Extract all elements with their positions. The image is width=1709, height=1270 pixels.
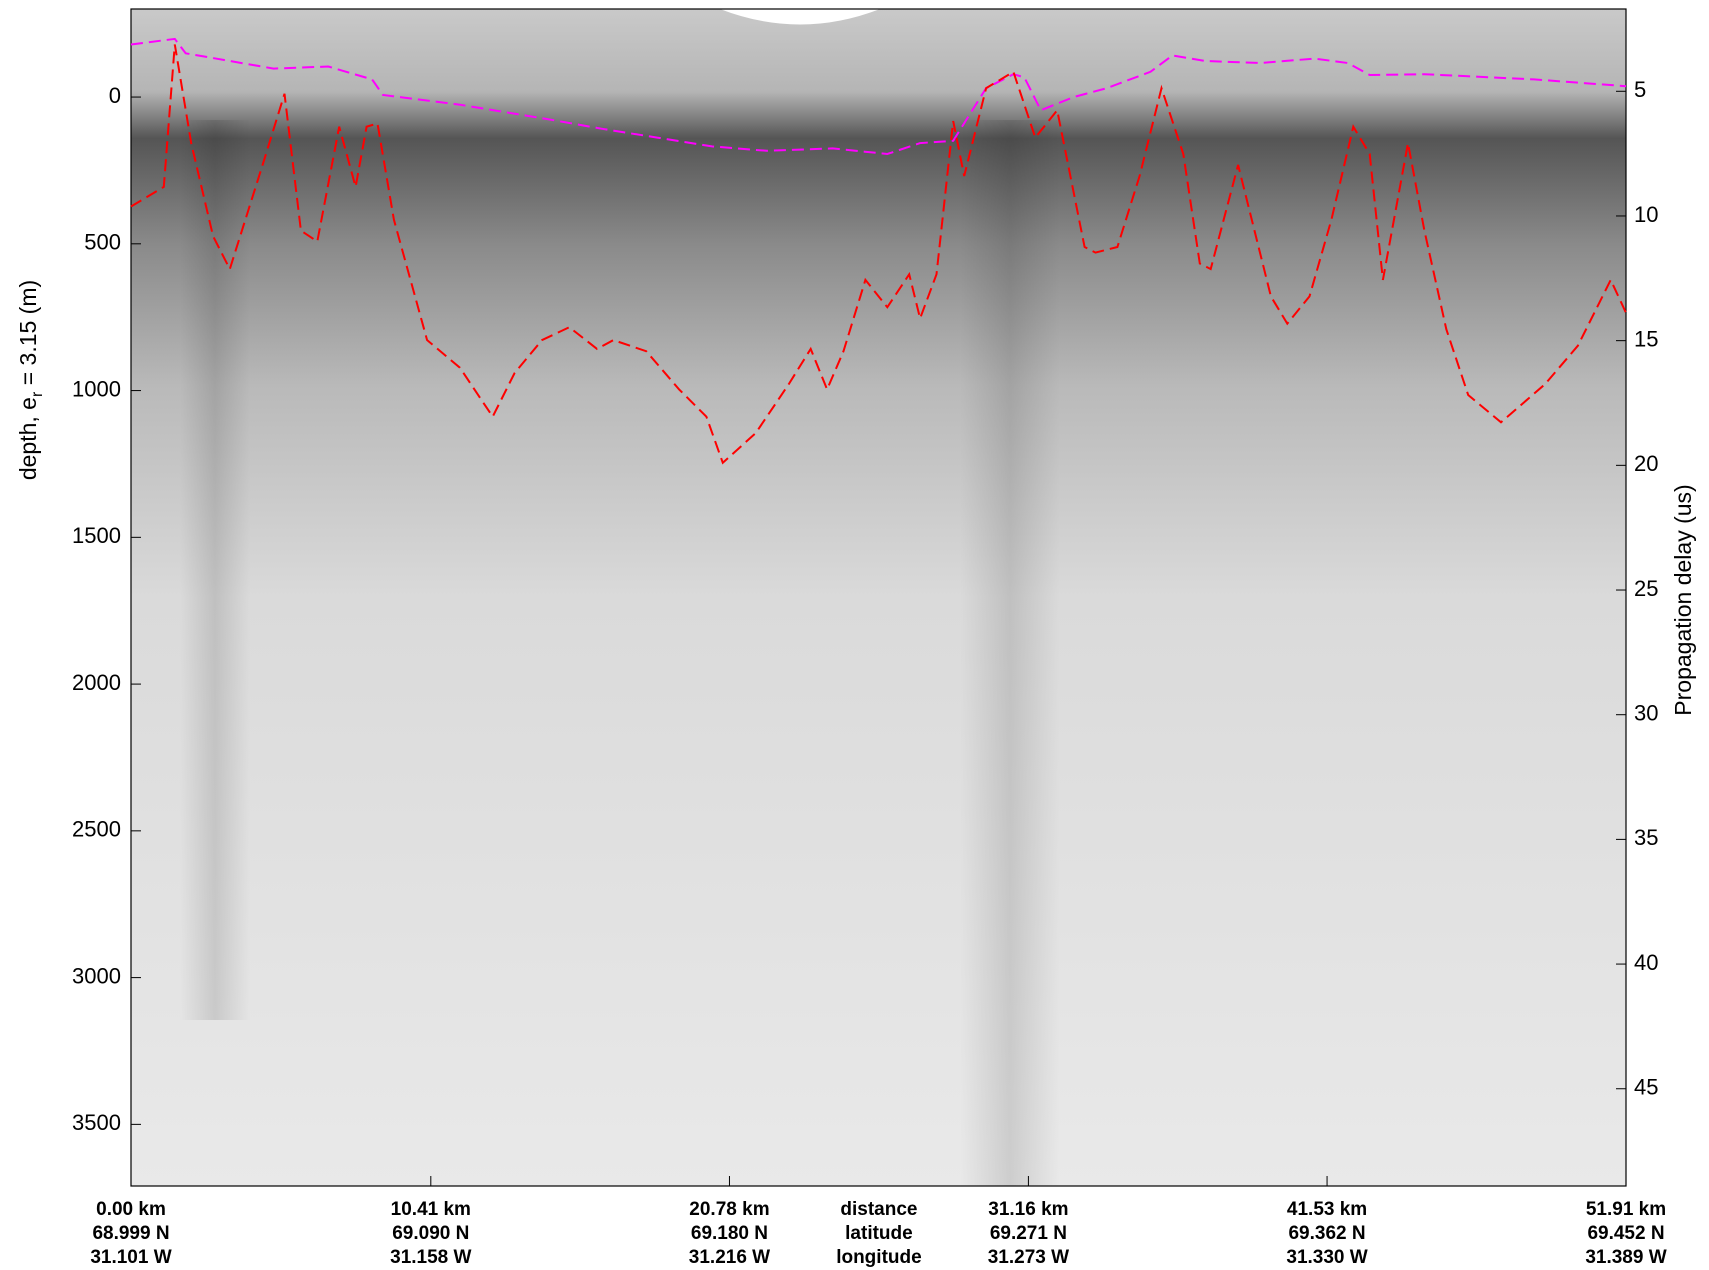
y-label-text: depth, e <box>15 397 41 480</box>
row-label: latitude <box>845 1223 913 1244</box>
row-label: distance <box>840 1199 917 1220</box>
plot-frame <box>130 8 1627 1187</box>
x-tick-label: 31.16 km <box>988 1199 1068 1220</box>
y-tick-label: 1500 <box>72 523 121 548</box>
x-tick-label: 41.53 km <box>1287 1199 1367 1220</box>
x-tick-label: 51.91 km <box>1586 1199 1666 1220</box>
y-tick-label: 1000 <box>72 376 121 401</box>
y2-tick-label: 25 <box>1634 576 1658 601</box>
y2-tick-label: 20 <box>1634 451 1658 476</box>
data-gap <box>720 9 880 25</box>
y-tick-label: 3000 <box>72 963 121 988</box>
y-label-text: = 3.15 (m) <box>15 280 41 392</box>
row-label: longitude <box>836 1247 921 1268</box>
y-tick-label: 3500 <box>72 1110 121 1135</box>
y2-tick-label: 45 <box>1634 1075 1658 1100</box>
y2-tick-label: 5 <box>1634 77 1646 102</box>
y2-tick-label: 30 <box>1634 701 1658 726</box>
horizon-line <box>130 44 1627 465</box>
y2-tick-label: 15 <box>1634 326 1658 351</box>
y-tick-label: 2500 <box>72 817 121 842</box>
latitude-label: 68.999 N <box>92 1223 169 1244</box>
longitude-label: 31.158 W <box>390 1247 471 1268</box>
y2-tick-label: 10 <box>1634 202 1658 227</box>
latitude-label: 69.090 N <box>392 1223 469 1244</box>
echogram-streak <box>180 120 250 1020</box>
y-label-sub: r <box>29 391 46 397</box>
echogram <box>131 9 1626 1186</box>
y-axis-label: depth, er = 3.15 (m) <box>15 280 46 480</box>
latitude-label: 69.452 N <box>1587 1223 1664 1244</box>
longitude-label: 31.389 W <box>1585 1247 1666 1268</box>
x-tick-label: 10.41 km <box>391 1199 471 1220</box>
echogram-streak <box>960 120 1060 1186</box>
x-tick-label: 0.00 km <box>96 1199 166 1220</box>
horizon-line <box>130 37 1627 156</box>
x-tick-label: 20.78 km <box>689 1199 769 1220</box>
y-tick-label: 500 <box>84 230 121 255</box>
y2-tick-label: 35 <box>1634 825 1658 850</box>
latitude-label: 69.362 N <box>1288 1223 1365 1244</box>
latitude-label: 69.271 N <box>990 1223 1067 1244</box>
longitude-label: 31.330 W <box>1286 1247 1367 1268</box>
y2-axis-label: Propagation delay (us) <box>1670 484 1696 715</box>
y-tick-label: 2000 <box>72 670 121 695</box>
longitude-label: 31.101 W <box>90 1247 171 1268</box>
latitude-label: 69.180 N <box>691 1223 768 1244</box>
y2-tick-label: 40 <box>1634 950 1658 975</box>
longitude-label: 31.216 W <box>689 1247 770 1268</box>
y-tick-label: 0 <box>109 83 121 108</box>
longitude-label: 31.273 W <box>988 1247 1069 1268</box>
